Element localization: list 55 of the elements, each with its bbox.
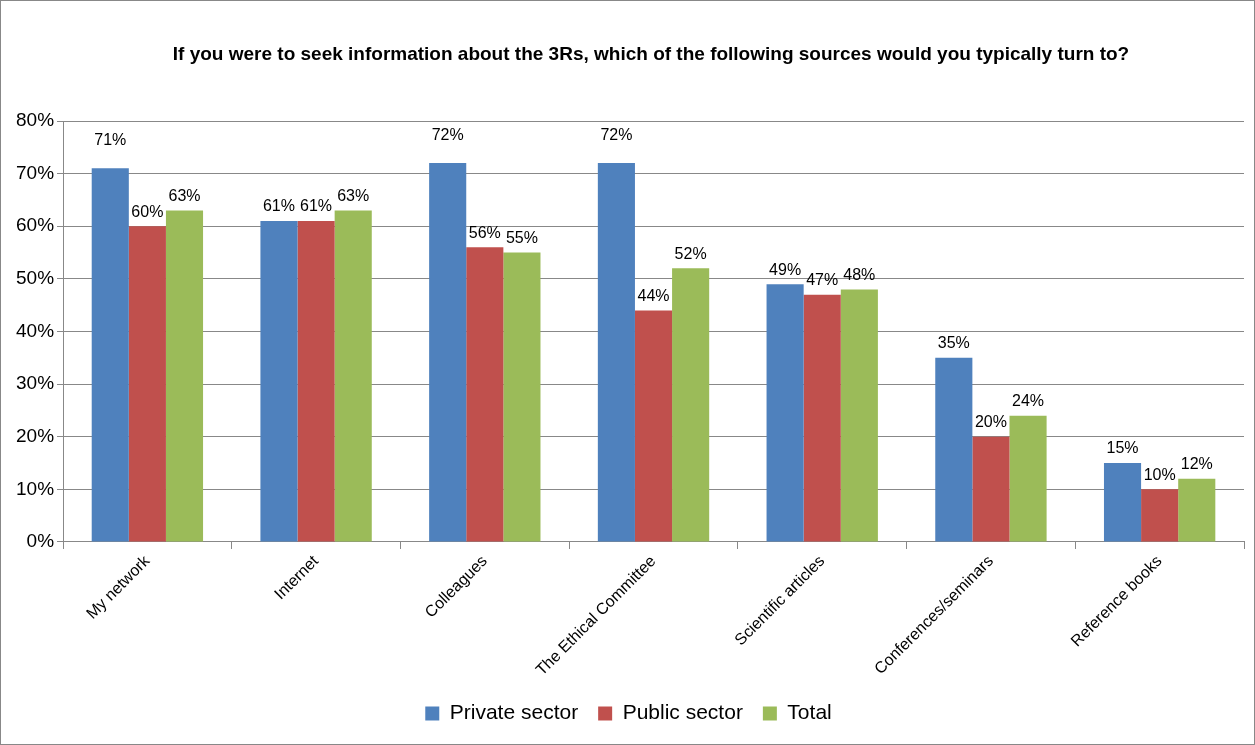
y-tick-label: 50%	[16, 267, 55, 289]
data-label: 72%	[600, 125, 633, 143]
y-tick-label: 20%	[16, 424, 55, 446]
y-tick-label: 0%	[26, 530, 55, 552]
bar	[91, 168, 129, 542]
legend-label: Total	[787, 700, 832, 724]
bar	[803, 294, 841, 542]
bar	[1009, 415, 1047, 542]
bar	[1103, 463, 1142, 542]
bar	[297, 220, 335, 542]
bar	[672, 268, 710, 542]
bar	[165, 210, 204, 542]
bar	[503, 252, 541, 542]
data-label: 63%	[337, 186, 370, 204]
y-tick-label: 40%	[16, 319, 55, 341]
data-label: 44%	[637, 286, 670, 304]
data-label: 61%	[262, 197, 295, 215]
bar	[260, 220, 298, 542]
bar	[429, 163, 467, 542]
data-label: 56%	[468, 223, 501, 241]
data-label: 52%	[674, 244, 707, 262]
legend-label: Public sector	[622, 700, 743, 724]
bar	[466, 247, 504, 542]
y-tick-label: 70%	[16, 161, 55, 183]
chart-title: If you were to seek information about the 3Rs, which of the following sources would you typically turn to?	[171, 42, 1131, 66]
data-label: 12%	[1180, 455, 1213, 473]
y-tick-label: 80%	[16, 109, 55, 131]
data-label: 72%	[431, 125, 464, 143]
bar	[935, 357, 973, 542]
data-label: 55%	[505, 228, 538, 246]
data-label: 20%	[974, 413, 1007, 431]
bar	[1178, 478, 1216, 542]
data-label: 15%	[1106, 439, 1139, 457]
data-label: 48%	[843, 265, 876, 283]
bar	[972, 436, 1010, 542]
bar	[597, 163, 635, 542]
legend-label: Private sector	[449, 700, 579, 724]
bar	[1141, 489, 1179, 542]
bar	[840, 289, 878, 542]
data-label: 63%	[168, 186, 201, 204]
y-tick-label: 10%	[16, 477, 55, 499]
data-label: 60%	[131, 202, 164, 220]
y-tick-label: 30%	[16, 372, 55, 394]
data-label: 35%	[937, 334, 970, 352]
bar	[766, 284, 804, 542]
data-label: 61%	[300, 197, 333, 215]
data-label: 24%	[1012, 392, 1045, 410]
data-label: 47%	[806, 271, 839, 289]
bar	[634, 310, 673, 542]
data-label: 49%	[769, 260, 802, 278]
data-label: 71%	[94, 130, 127, 148]
data-label: 10%	[1143, 465, 1176, 483]
bar	[334, 210, 372, 542]
bar	[128, 226, 166, 542]
y-tick-label: 60%	[16, 214, 55, 236]
